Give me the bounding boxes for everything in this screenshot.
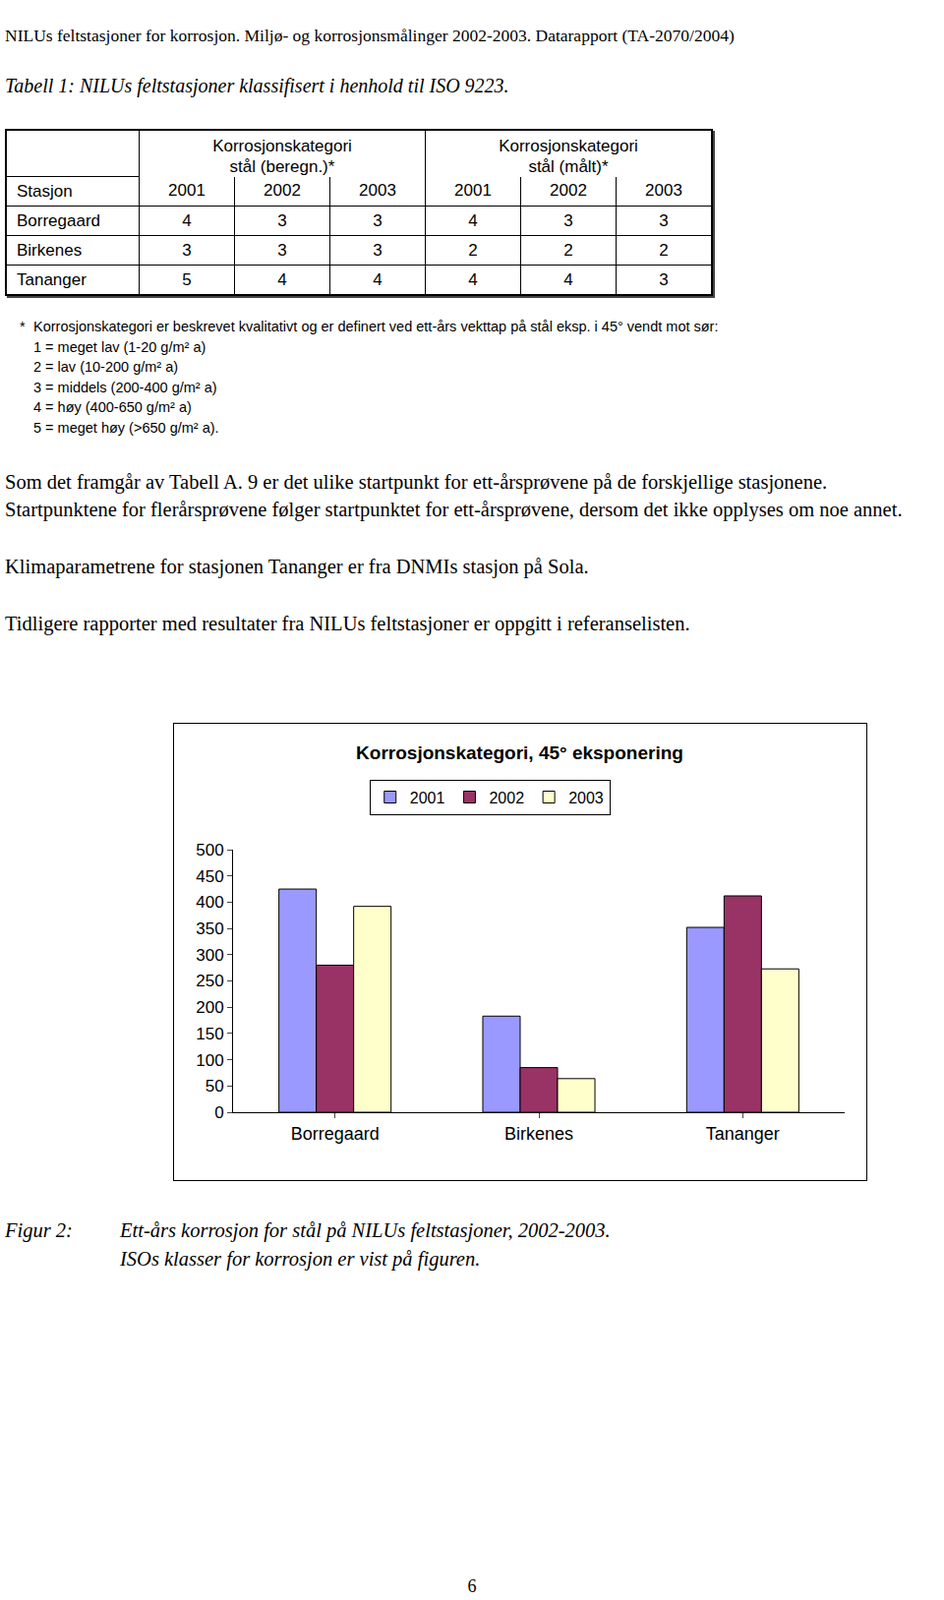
html-text:2001: 2001	[168, 181, 206, 200]
html-text:1 = meget lav (1-20 g/m² a): 1 = meget lav (1-20 g/m² a)	[33, 338, 206, 355]
html-text:2: 2	[563, 240, 573, 260]
html-text:4: 4	[468, 269, 478, 289]
html-text:Birkenes: Birkenes	[16, 240, 82, 260]
html-text:Tananger: Tananger	[16, 269, 87, 289]
html-text:4: 4	[277, 269, 287, 289]
html-text:Korrosjonskategori: Korrosjonskategori	[212, 136, 352, 155]
svg-text:Korrosjonskategori, 45° ekspon: Korrosjonskategori, 45° eksponering	[355, 742, 684, 764]
svg-text:Tananger: Tananger	[706, 1123, 780, 1144]
html-text:2: 2	[468, 240, 478, 260]
html-text:Som det framgår av Tabell A. 9: Som det framgår av Tabell A. 9 er det ul…	[4, 471, 903, 521]
html-text:4: 4	[182, 210, 192, 230]
svg-text:2002: 2002	[488, 789, 525, 807]
html-text:Klimaparametrene for stasjonen: Klimaparametrene for stasjonen Tananger …	[4, 555, 589, 578]
html-text:NILUs feltstasjoner for korros: NILUs feltstasjoner for korrosjon. Miljø…	[4, 25, 735, 46]
html-text:3: 3	[372, 210, 383, 230]
svg-text:100: 100	[195, 1051, 224, 1070]
html-text:2003: 2003	[645, 181, 683, 200]
svg-text:Birkenes: Birkenes	[504, 1123, 574, 1144]
html-text:3: 3	[563, 210, 573, 230]
html-text:2: 2	[659, 240, 669, 260]
html-text:3: 3	[277, 240, 287, 260]
html-text:ISOs klasser for korrosjon er: ISOs klasser for korrosjon er vist på fi…	[119, 1247, 481, 1270]
html-text:Figur 2:: Figur 2:	[4, 1219, 73, 1241]
svg-text:50: 50	[205, 1076, 225, 1096]
html-text:Borregaard: Borregaard	[16, 210, 101, 230]
svg-text:300: 300	[195, 945, 224, 965]
html-text:3: 3	[277, 210, 287, 230]
html-text:4: 4	[468, 210, 478, 230]
svg-text:2001: 2001	[410, 789, 446, 807]
svg-text:200: 200	[195, 998, 224, 1017]
svg-text:350: 350	[195, 919, 224, 939]
svg-text:400: 400	[195, 892, 224, 912]
html-text:2002: 2002	[549, 181, 587, 200]
svg-text:2003: 2003	[568, 789, 604, 807]
html-text:Tidligere rapporter med result: Tidligere rapporter med resultater fra N…	[4, 612, 690, 635]
html-text:5: 5	[182, 269, 192, 289]
html-text:3: 3	[182, 240, 192, 260]
html-text:3: 3	[659, 210, 669, 230]
html-text:Ett-års korrosjon for stål på: Ett-års korrosjon for stål på NILUs felt…	[119, 1219, 611, 1241]
html-text:3: 3	[659, 269, 669, 289]
svg-text:0: 0	[214, 1103, 224, 1122]
svg-text:250: 250	[195, 971, 224, 991]
svg-text:450: 450	[195, 867, 224, 886]
html-text:Korrosjonskategori: Korrosjonskategori	[498, 136, 639, 155]
svg-text:Borregaard: Borregaard	[291, 1123, 380, 1144]
html-text:2 = lav (10-200 g/m² a): 2 = lav (10-200 g/m² a)	[33, 358, 179, 375]
html-text:4: 4	[563, 269, 573, 289]
html-text:3: 3	[372, 240, 383, 260]
html-text:Tabell 1: NILUs feltstasjoner: Tabell 1: NILUs feltstasjoner klassifise…	[4, 74, 509, 97]
html-text:2003: 2003	[359, 181, 397, 200]
html-text:6: 6	[467, 1576, 477, 1596]
svg-text:150: 150	[195, 1024, 224, 1044]
html-text:2001: 2001	[454, 181, 492, 200]
html-text:3 = middels (200-400 g/m² a): 3 = middels (200-400 g/m² a)	[33, 379, 217, 395]
html-text:Stasjon: Stasjon	[16, 181, 73, 201]
svg-text:500: 500	[195, 840, 224, 860]
html-text:2002: 2002	[263, 181, 301, 200]
html-text:Korrosjonskategori er beskreve: Korrosjonskategori er beskrevet kvalitat…	[33, 318, 719, 335]
html-text:4: 4	[372, 269, 383, 289]
html-text:stål (beregn.)*: stål (beregn.)*	[229, 156, 335, 176]
html-text:stål (målt)*: stål (målt)*	[528, 156, 609, 176]
html-text:5 = meget høy (>650 g/m² a).: 5 = meget høy (>650 g/m² a).	[33, 419, 219, 436]
html-text:4 = høy (400-650 g/m² a): 4 = høy (400-650 g/m² a)	[33, 399, 192, 415]
